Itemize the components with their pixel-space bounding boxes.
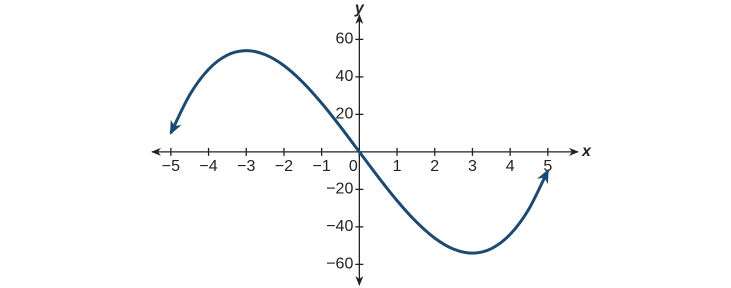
x-tick-label: 4 bbox=[506, 158, 515, 175]
x-axis-label: x bbox=[581, 143, 592, 160]
curve bbox=[169, 49, 550, 255]
x-tick-label: −4 bbox=[199, 158, 217, 175]
y-axis-label: y bbox=[354, 0, 365, 17]
x-tick-label: −3 bbox=[237, 158, 255, 175]
x-tick-label: −2 bbox=[275, 158, 293, 175]
x-tick-label: −5 bbox=[162, 158, 180, 175]
x-tick-label: 1 bbox=[393, 158, 402, 175]
y-tick-label: 20 bbox=[336, 106, 354, 123]
x-tick-label: 2 bbox=[430, 158, 439, 175]
y-tick-label: 40 bbox=[336, 68, 354, 85]
y-tick-label: −20 bbox=[326, 181, 353, 198]
x-tick-label: 0 bbox=[349, 158, 358, 175]
y-tick-label: 60 bbox=[336, 31, 354, 48]
y-tick-label: −60 bbox=[326, 256, 353, 273]
x-tick-label: 3 bbox=[468, 158, 477, 175]
y-tick-label: −40 bbox=[326, 218, 353, 235]
x-tick-label: −1 bbox=[313, 158, 331, 175]
